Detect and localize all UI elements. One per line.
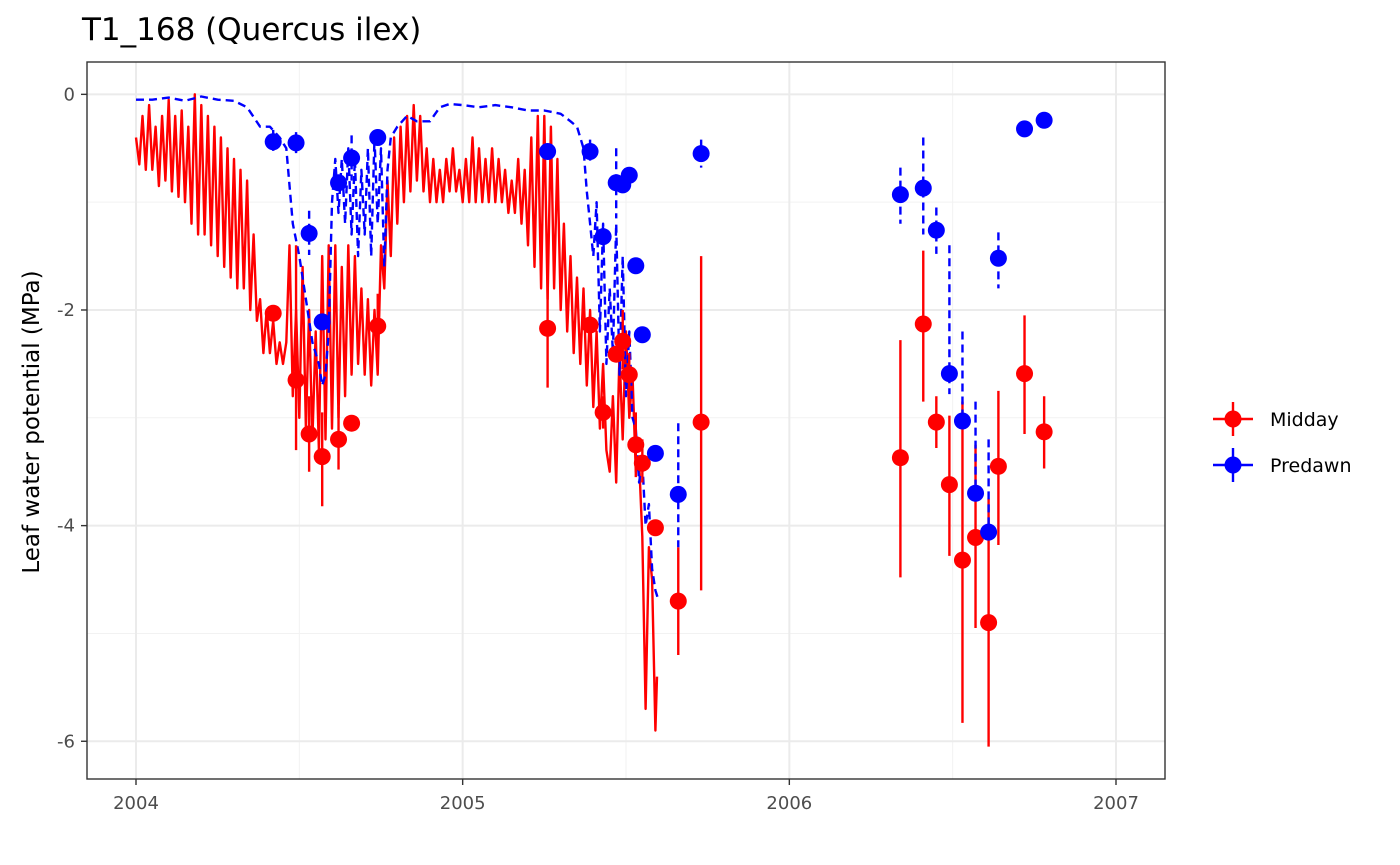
predawn-point <box>1035 111 1053 129</box>
midday-point <box>607 345 625 363</box>
legend-item-predawn: Predawn <box>1213 448 1352 482</box>
predawn-point <box>594 228 612 246</box>
x-tick-label: 2004 <box>113 793 159 814</box>
midday-point <box>581 316 599 334</box>
midday-point <box>692 413 710 431</box>
midday-point <box>633 454 651 472</box>
y-axis-label: Leaf water potential (MPa) <box>19 270 45 573</box>
x-tick-label: 2005 <box>440 793 486 814</box>
chart-title: T1_168 (Quercus ilex) <box>81 12 421 48</box>
y-tick-label: -6 <box>57 731 75 752</box>
y-tick-label: -2 <box>57 300 75 321</box>
plot-border <box>86 61 1166 780</box>
legend-key-point <box>1224 410 1242 428</box>
midday-point <box>614 332 632 350</box>
midday-point <box>287 371 305 389</box>
midday-point <box>620 366 638 384</box>
predawn-point <box>927 221 945 239</box>
midday-point <box>989 457 1007 475</box>
legend: Midday Predawn <box>1213 402 1352 482</box>
legend-label: Midday <box>1270 409 1339 431</box>
predawn-point <box>1016 120 1034 138</box>
predawn-point <box>646 444 664 462</box>
midday-point <box>594 403 612 421</box>
predawn-point <box>914 179 932 197</box>
midday-point <box>927 413 945 431</box>
predawn-point <box>692 145 710 163</box>
predawn-point <box>620 166 638 184</box>
legend-label: Predawn <box>1270 455 1352 477</box>
gridlines <box>87 62 1165 779</box>
predawn-point <box>633 326 651 344</box>
x-tick-label: 2006 <box>766 793 812 814</box>
predawn-point <box>300 224 318 242</box>
predawn-point <box>669 485 687 503</box>
midday-point <box>313 448 331 466</box>
midday-point <box>646 519 664 537</box>
predawn-point <box>287 134 305 152</box>
predawn-point <box>891 186 909 204</box>
y-tick-label: -4 <box>57 516 75 537</box>
predawn-point <box>343 149 361 167</box>
axes: 2004 2005 2006 2007 0 -2 -4 -6 <box>57 84 1139 814</box>
midday-point <box>300 425 318 443</box>
observed-points <box>264 111 1053 632</box>
simulated-lines <box>134 93 660 732</box>
predawn-point <box>313 313 331 331</box>
midday-point <box>914 315 932 333</box>
midday-point <box>627 436 645 454</box>
y-tick-label: 0 <box>64 84 75 105</box>
predawn-point <box>264 133 282 151</box>
predawn-point <box>581 142 599 160</box>
midday-point <box>539 319 557 337</box>
midday-point <box>953 551 971 569</box>
predawn-simulated-line <box>136 95 660 602</box>
legend-item-midday: Midday <box>1213 402 1339 436</box>
x-tick-label: 2007 <box>1093 793 1139 814</box>
legend-key-point <box>1224 456 1242 474</box>
predawn-point <box>627 257 645 275</box>
midday-simulated-line <box>134 93 659 732</box>
midday-point <box>1035 423 1053 441</box>
predawn-point <box>980 523 998 541</box>
predawn-point <box>940 365 958 383</box>
midday-point <box>1016 365 1034 383</box>
predawn-point <box>989 249 1007 267</box>
midday-point <box>330 430 348 448</box>
predawn-point <box>967 484 985 502</box>
midday-point <box>343 414 361 432</box>
predawn-point <box>953 412 971 430</box>
midday-point <box>369 317 387 335</box>
predawn-point <box>369 128 387 146</box>
midday-point <box>967 528 985 546</box>
midday-point <box>891 449 909 467</box>
midday-point <box>264 304 282 322</box>
midday-point <box>669 592 687 610</box>
midday-point <box>980 614 998 632</box>
predawn-point <box>539 142 557 160</box>
midday-point <box>940 476 958 494</box>
predawn-point <box>330 174 348 192</box>
